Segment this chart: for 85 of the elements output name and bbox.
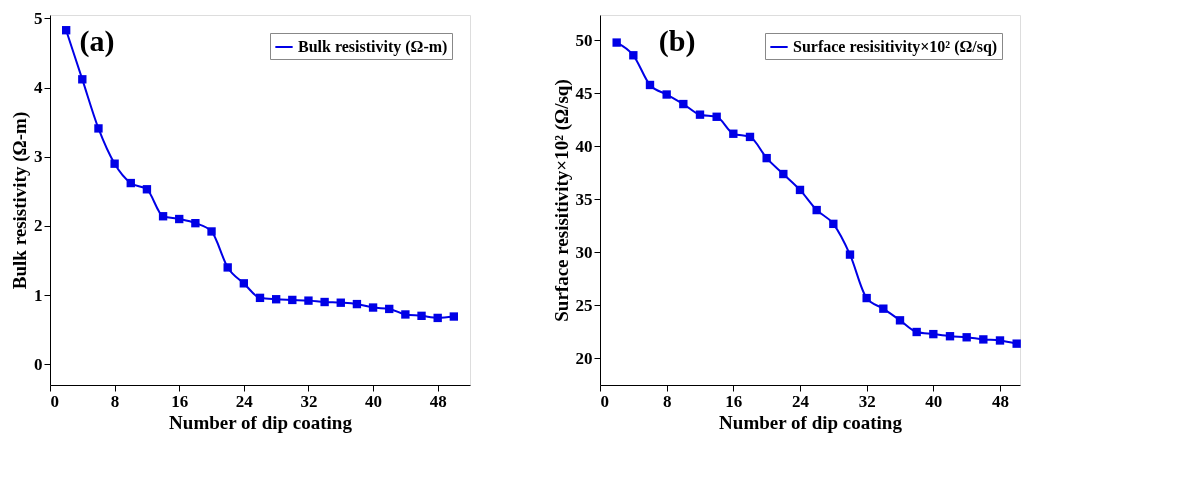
y-tick-label: 4 xyxy=(34,78,43,98)
point xyxy=(812,205,821,215)
point xyxy=(862,293,871,303)
point xyxy=(223,263,232,272)
point xyxy=(845,250,855,259)
point xyxy=(255,293,265,303)
point xyxy=(712,112,721,121)
point xyxy=(695,110,705,119)
point xyxy=(779,169,788,179)
y-tick-label: 5 xyxy=(34,8,43,28)
x-axis-title: Number of dip coating xyxy=(719,411,903,433)
point xyxy=(912,327,921,337)
x-tick-label: 16 xyxy=(725,391,743,411)
y-tick-label: 30 xyxy=(575,242,593,262)
point xyxy=(662,90,671,99)
point xyxy=(110,159,119,168)
x-tick-label: 32 xyxy=(858,391,876,411)
point xyxy=(879,304,888,313)
point xyxy=(417,311,426,321)
x-tick-label: 8 xyxy=(662,391,672,411)
point xyxy=(449,312,459,321)
x-axis-title: Number of dip coating xyxy=(169,411,353,433)
x-tick-label: 48 xyxy=(992,391,1009,411)
y-tick-label: 2 xyxy=(34,216,43,236)
y-tick-label: 0 xyxy=(34,354,43,374)
point xyxy=(175,214,184,224)
x-tick-label: 8 xyxy=(110,391,120,411)
y-tick-label: 50 xyxy=(575,30,593,50)
point xyxy=(94,124,103,133)
y-tick-label: 25 xyxy=(575,295,593,315)
point xyxy=(304,296,313,305)
point xyxy=(126,178,135,188)
y-tick-label: 45 xyxy=(575,83,593,103)
x-tick-label: 0 xyxy=(50,391,59,411)
y-tick-label: 40 xyxy=(575,136,593,156)
legend-label: Bulk resistivity (Ω-m) xyxy=(298,38,448,56)
x-tick-label: 24 xyxy=(792,391,810,411)
point xyxy=(895,316,905,325)
legend-label: Surface resisitivity×10² (Ω/sq) xyxy=(793,38,998,56)
x-tick-label: 40 xyxy=(925,391,943,411)
point xyxy=(191,218,200,228)
point xyxy=(945,332,955,341)
point xyxy=(368,303,378,312)
annotation: (a) xyxy=(79,24,115,58)
point xyxy=(207,227,216,236)
point xyxy=(401,310,410,319)
point xyxy=(995,336,1005,345)
y-axis-title: Bulk resistivity (Ω-m) xyxy=(9,111,31,290)
point xyxy=(979,335,988,344)
point xyxy=(61,26,71,35)
point xyxy=(433,313,442,323)
y-tick-label: 1 xyxy=(34,285,43,305)
point xyxy=(320,297,329,307)
point xyxy=(336,298,345,307)
x-tick-label: 32 xyxy=(300,391,318,411)
point xyxy=(762,153,771,163)
point xyxy=(612,38,621,47)
point xyxy=(1012,339,1021,348)
point xyxy=(929,329,938,339)
y-axis-title: Surface resisitivity×10² (Ω/sq) xyxy=(550,79,573,322)
x-tick-label: 24 xyxy=(235,391,254,411)
point xyxy=(729,129,738,138)
point xyxy=(158,212,168,221)
point xyxy=(288,295,297,305)
point xyxy=(142,185,152,194)
y-tick-label: 35 xyxy=(575,189,593,209)
x-tick-label: 40 xyxy=(365,391,383,411)
point xyxy=(962,333,971,342)
x-tick-label: 48 xyxy=(429,391,447,411)
point xyxy=(271,295,281,304)
point xyxy=(795,185,805,195)
point xyxy=(645,80,655,90)
point xyxy=(239,279,249,288)
point xyxy=(745,132,755,142)
point xyxy=(385,304,394,314)
annotation: (b) xyxy=(658,24,696,58)
y-tick-label: 20 xyxy=(575,349,593,368)
x-tick-label: 0 xyxy=(600,391,609,411)
point xyxy=(78,75,87,84)
point xyxy=(352,299,362,309)
x-tick-label: 16 xyxy=(171,391,189,411)
y-tick-label: 3 xyxy=(34,147,43,167)
point xyxy=(679,99,688,109)
point xyxy=(629,51,638,60)
point xyxy=(829,219,838,229)
